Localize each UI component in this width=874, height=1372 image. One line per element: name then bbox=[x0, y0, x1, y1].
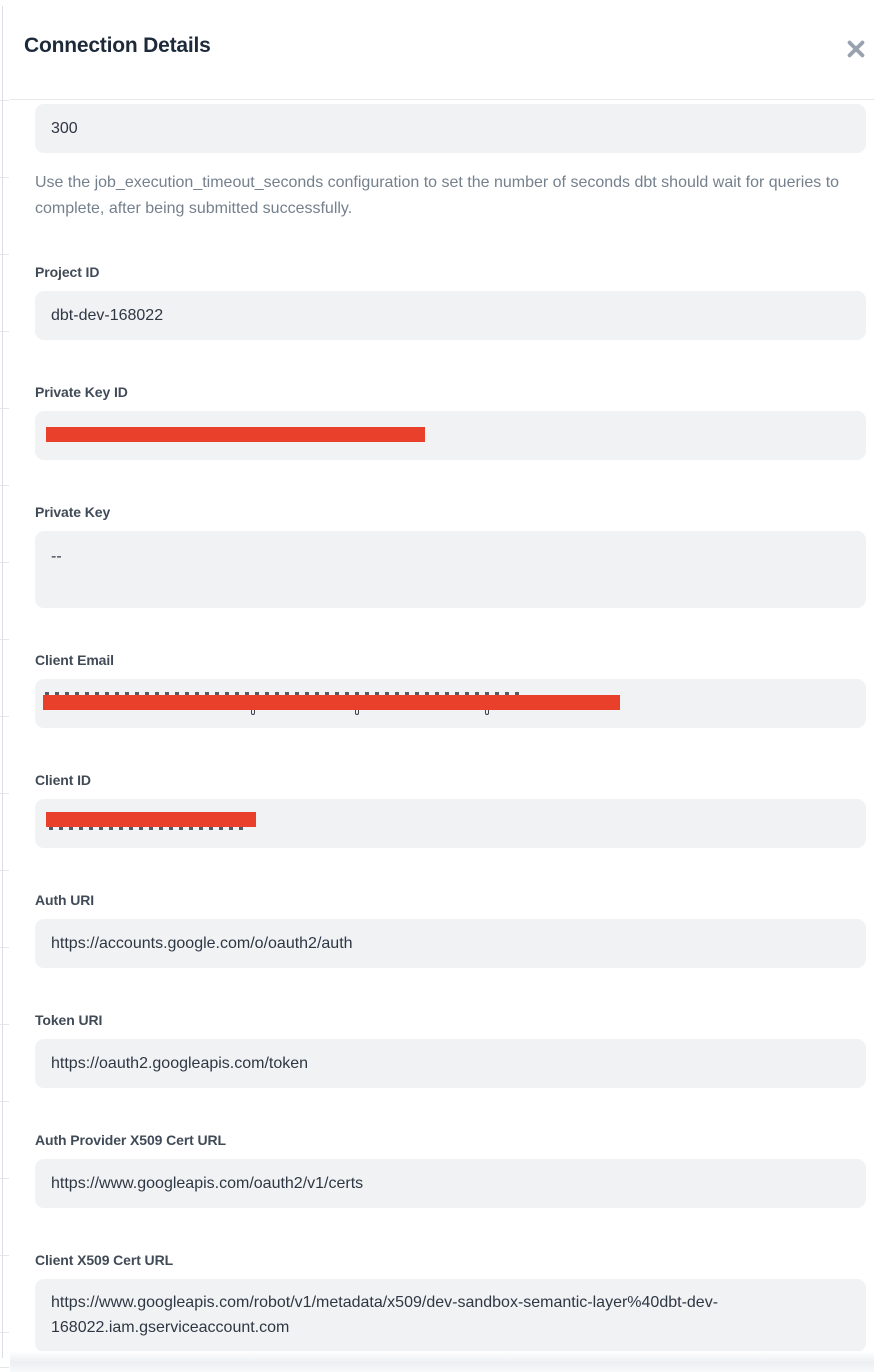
field-label: Project ID bbox=[35, 264, 100, 280]
background-row-line bbox=[0, 177, 9, 178]
background-row-line bbox=[0, 870, 9, 871]
background-row-line bbox=[0, 793, 9, 794]
field-client-x509-cert-url: Client X509 Cert URL https://www.googlea… bbox=[35, 1251, 874, 1352]
field-label: Auth Provider X509 Cert URL bbox=[35, 1132, 227, 1148]
footer-scroll-shadow bbox=[10, 1351, 874, 1372]
client-email-input[interactable] bbox=[35, 679, 866, 728]
field-label: Client ID bbox=[35, 772, 91, 788]
redacted-text-fragments bbox=[45, 692, 523, 695]
auth-uri-input[interactable]: https://accounts.google.com/o/oauth2/aut… bbox=[35, 919, 866, 968]
field-private-key-id: Private Key ID bbox=[35, 383, 874, 460]
field-label: Private Key ID bbox=[35, 384, 128, 400]
background-row-line bbox=[0, 1332, 9, 1333]
modal-header: Connection Details bbox=[10, 0, 874, 99]
private-key-id-input[interactable] bbox=[35, 411, 866, 460]
redaction-bar bbox=[43, 695, 620, 710]
field-value: -- bbox=[51, 548, 62, 565]
redaction-bar bbox=[46, 427, 425, 442]
field-value: https://accounts.google.com/o/oauth2/aut… bbox=[51, 935, 353, 952]
background-row-line bbox=[0, 1367, 9, 1368]
background-row-line bbox=[0, 562, 9, 563]
background-row-line bbox=[0, 1178, 9, 1179]
background-row-line bbox=[0, 331, 9, 332]
background-row-line bbox=[0, 639, 9, 640]
field-label: Client Email bbox=[35, 652, 114, 668]
background-row-line bbox=[0, 1024, 9, 1025]
background-page-edge bbox=[2, 6, 3, 1358]
client-id-input[interactable] bbox=[35, 799, 866, 848]
field-value: https://www.googleapis.com/oauth2/v1/cer… bbox=[51, 1175, 364, 1192]
private-key-textarea[interactable]: -- bbox=[35, 531, 866, 608]
background-row-line bbox=[0, 408, 9, 409]
timeout-help-text: Use the job_execution_timeout_seconds co… bbox=[35, 174, 840, 217]
background-row-line bbox=[0, 485, 9, 486]
modal-body[interactable]: 300 Use the job_execution_timeout_second… bbox=[10, 100, 874, 1372]
field-value: https://www.googleapis.com/robot/v1/meta… bbox=[51, 1294, 719, 1336]
auth-provider-x509-cert-url-input[interactable]: https://www.googleapis.com/oauth2/v1/cer… bbox=[35, 1159, 866, 1208]
field-client-email: Client Email bbox=[35, 651, 874, 728]
field-label: Private Key bbox=[35, 504, 111, 520]
client-x509-cert-url-input[interactable]: https://www.googleapis.com/robot/v1/meta… bbox=[35, 1279, 866, 1352]
background-row-line bbox=[0, 100, 9, 101]
background-row-line bbox=[0, 254, 9, 255]
background-row-line bbox=[0, 1255, 9, 1256]
field-client-id: Client ID bbox=[35, 771, 874, 848]
redacted-text-fragments bbox=[355, 709, 359, 715]
background-row-line bbox=[0, 1101, 9, 1102]
redacted-text-fragments bbox=[251, 709, 255, 715]
field-project-id: Project ID dbt-dev-168022 bbox=[35, 263, 874, 340]
field-private-key: Private Key -- bbox=[35, 503, 874, 608]
field-auth-provider-x509-cert-url: Auth Provider X509 Cert URL https://www.… bbox=[35, 1131, 874, 1208]
background-row-line bbox=[0, 716, 9, 717]
job-execution-timeout-input[interactable]: 300 bbox=[35, 104, 866, 153]
field-label: Auth URI bbox=[35, 892, 95, 908]
project-id-input[interactable]: dbt-dev-168022 bbox=[35, 291, 866, 340]
field-value: dbt-dev-168022 bbox=[51, 307, 164, 324]
redacted-text-fragments bbox=[49, 827, 249, 830]
close-button[interactable] bbox=[841, 34, 871, 64]
modal-title: Connection Details bbox=[24, 34, 211, 57]
redacted-text-fragments bbox=[485, 709, 489, 715]
close-icon bbox=[847, 40, 865, 58]
redaction-bar bbox=[46, 812, 256, 827]
field-token-uri: Token URI https://oauth2.googleapis.com/… bbox=[35, 1011, 874, 1088]
background-row-line bbox=[0, 947, 9, 948]
token-uri-input[interactable]: https://oauth2.googleapis.com/token bbox=[35, 1039, 866, 1088]
field-auth-uri: Auth URI https://accounts.google.com/o/o… bbox=[35, 891, 874, 968]
field-label: Token URI bbox=[35, 1012, 103, 1028]
field-label: Client X509 Cert URL bbox=[35, 1252, 174, 1268]
header-divider bbox=[10, 99, 874, 100]
field-value: 300 bbox=[51, 120, 78, 137]
field-value: https://oauth2.googleapis.com/token bbox=[51, 1055, 309, 1072]
